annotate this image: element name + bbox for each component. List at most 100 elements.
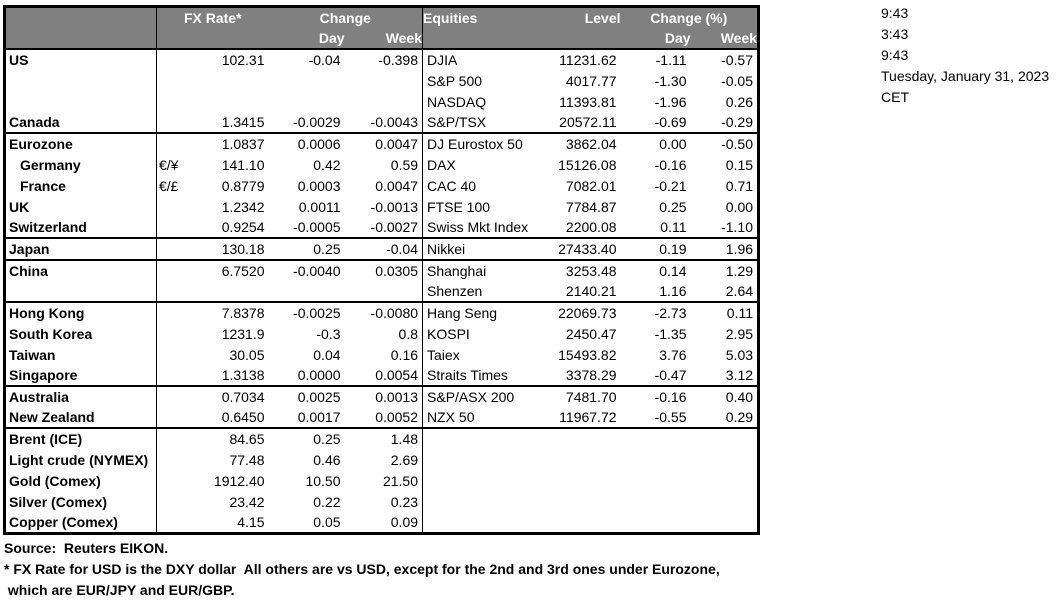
fx-rate-value: 84.65 bbox=[190, 427, 269, 449]
equity-change-day-value: 0.25 bbox=[659, 198, 687, 215]
equity-name: FTSE 100 bbox=[427, 198, 491, 215]
fx-rate-value: 1.3138 bbox=[221, 367, 265, 383]
table-row: Copper (Comex) 4.15 0.05 0.09 bbox=[4, 512, 759, 534]
fx-rate-value: 1912.40 bbox=[213, 472, 265, 489]
fx-change-day-value: -0.0005 bbox=[293, 219, 341, 235]
region-label bbox=[4, 91, 157, 112]
clock-block: 9:43 3:43 9:43 Tuesday, January 31, 2023… bbox=[881, 3, 1049, 108]
equity-day-header: Day bbox=[620, 28, 691, 50]
blank-cell bbox=[422, 28, 535, 50]
fx-change-week-value bbox=[344, 70, 424, 91]
equity-change-day-value: 1.16 bbox=[659, 283, 687, 299]
equities-header: Equities bbox=[422, 6, 535, 28]
fx-rate-value: 23.42 bbox=[229, 493, 265, 510]
currency-pair-label bbox=[157, 470, 191, 491]
fx-change-day-value: 0.25 bbox=[268, 237, 345, 260]
fx-rate-value: 0.8779 bbox=[221, 177, 265, 194]
currency-pair-label bbox=[156, 237, 191, 260]
equity-change-week-value: -0.57 bbox=[721, 52, 754, 68]
fx-change-week-value: -0.0013 bbox=[344, 196, 424, 217]
currency-pair-label: €/£ bbox=[159, 177, 179, 194]
table-body: US 102.31 -0.04 -0.398 DJIA 11231.62 -1.… bbox=[4, 49, 759, 534]
footer-notes: Source: Reuters EIKON. * FX Rate for USD… bbox=[4, 538, 720, 600]
equity-change-week-value: 1.96 bbox=[690, 237, 759, 260]
level-header: Level bbox=[534, 6, 621, 28]
fx-change-week-value: 0.0054 bbox=[344, 365, 424, 386]
fx-change-header: Change bbox=[268, 6, 424, 28]
equity-change-week-value bbox=[691, 470, 759, 491]
equity-change-day-value: -0.69 bbox=[654, 114, 687, 130]
fx-rate-value bbox=[191, 281, 269, 302]
fx-change-day-value: -0.3 bbox=[316, 325, 341, 342]
table-row: France €/£ 0.8779 0.0003 0.0047 CAC 40 7… bbox=[4, 175, 759, 196]
fx-change-day-value: 0.0006 bbox=[268, 132, 345, 154]
equity-change-week-value: 0.00 bbox=[725, 198, 754, 215]
fx-change-week-value: 0.0013 bbox=[344, 385, 424, 407]
fx-rate-value: 1.0837 bbox=[190, 132, 269, 154]
clock-date: Tuesday, January 31, 2023 bbox=[881, 68, 1050, 84]
equity-change-week-value bbox=[690, 427, 759, 449]
region-label: France bbox=[4, 175, 157, 196]
fx-rate-value: 4.15 bbox=[237, 514, 265, 530]
currency-pair-label bbox=[157, 344, 191, 365]
equity-name bbox=[422, 427, 535, 449]
region-label: Light crude (NYMEX) bbox=[4, 449, 157, 470]
fx-change-day-value: 0.0017 bbox=[297, 409, 341, 425]
equity-change-week-value: 2.64 bbox=[725, 283, 754, 299]
currency-pair-label bbox=[157, 49, 191, 70]
fx-rate-value: 0.6450 bbox=[221, 409, 265, 425]
equity-name bbox=[423, 491, 535, 512]
fx-change-day-value: 0.0003 bbox=[297, 177, 341, 194]
fx-change-week-value: -0.0027 bbox=[344, 217, 424, 238]
equity-week-header: Week bbox=[690, 28, 759, 50]
table-row: New Zealand 0.6450 0.0017 0.0052 NZX 50 … bbox=[4, 407, 759, 428]
source-line: Source: Reuters EIKON. bbox=[4, 540, 169, 556]
equity-name: NZX 50 bbox=[427, 409, 475, 425]
fx-change-day-value bbox=[269, 70, 345, 91]
fx-rate-value: 141.10 bbox=[221, 156, 265, 173]
equity-change-week-value: -1.10 bbox=[721, 219, 754, 235]
equity-change-day-value: 0.14 bbox=[620, 259, 691, 281]
table-row: Switzerland 0.9254 -0.0005 -0.0027 Swiss… bbox=[4, 217, 759, 238]
equity-level-value: 7082.01 bbox=[565, 177, 617, 194]
equity-level-value bbox=[534, 427, 621, 449]
equity-name: S&P/TSX bbox=[427, 114, 487, 130]
currency-pair-label bbox=[157, 281, 191, 302]
fx-change-week-value: 0.0305 bbox=[344, 259, 424, 281]
fx-week-header: Week bbox=[344, 28, 424, 50]
equity-change-day-value: 0.00 bbox=[620, 132, 691, 154]
fx-day-header: Day bbox=[268, 28, 345, 50]
table-row: South Korea 1231.9 -0.3 0.8 KOSPI 2450.4… bbox=[4, 323, 759, 344]
equity-level-value: 3253.48 bbox=[534, 259, 621, 281]
fx-change-week-value: 0.09 bbox=[344, 512, 424, 534]
fx-rate-value: 7.8378 bbox=[190, 301, 269, 323]
equity-change-day-value bbox=[621, 449, 691, 470]
clock-time-2: 3:43 bbox=[881, 26, 909, 42]
fx-change-day-value: 0.46 bbox=[313, 451, 341, 468]
region-label bbox=[4, 70, 157, 91]
table-header: FX Rate* Change Equities Level Change (%… bbox=[4, 6, 759, 50]
region-label: South Korea bbox=[4, 323, 157, 344]
blank-cell bbox=[534, 28, 621, 50]
equity-level-value: 4017.77 bbox=[565, 72, 617, 89]
footnote-line-2: which are EUR/JPY and EUR/GBP. bbox=[4, 582, 235, 598]
equity-change-day-value: -1.35 bbox=[654, 325, 687, 342]
region-label: Eurozone bbox=[4, 132, 157, 154]
blank-cell bbox=[4, 28, 157, 50]
fx-change-week-value: 0.0047 bbox=[344, 175, 424, 196]
currency-pair-label bbox=[157, 91, 191, 112]
equity-level-value: 11393.81 bbox=[559, 93, 617, 110]
currency-pair-label bbox=[156, 301, 191, 323]
fx-change-day-value: -0.0029 bbox=[293, 114, 341, 130]
equity-change-week-value: 0.71 bbox=[725, 177, 754, 194]
equity-name: DJ Eurostox 50 bbox=[422, 132, 535, 154]
equity-level-value: 2200.08 bbox=[565, 219, 617, 235]
fx-rate-value bbox=[191, 91, 269, 112]
fx-change-week-value: 0.16 bbox=[344, 344, 424, 365]
fx-change-week-value: 0.59 bbox=[344, 154, 424, 175]
table-row: Taiwan 30.05 0.04 0.16 Taiex 15493.82 3.… bbox=[4, 344, 759, 365]
equity-change-week-value: 0.15 bbox=[725, 156, 754, 173]
equity-name: KOSPI bbox=[427, 325, 470, 342]
corner-cell bbox=[4, 6, 157, 28]
blank-cell bbox=[190, 28, 269, 50]
